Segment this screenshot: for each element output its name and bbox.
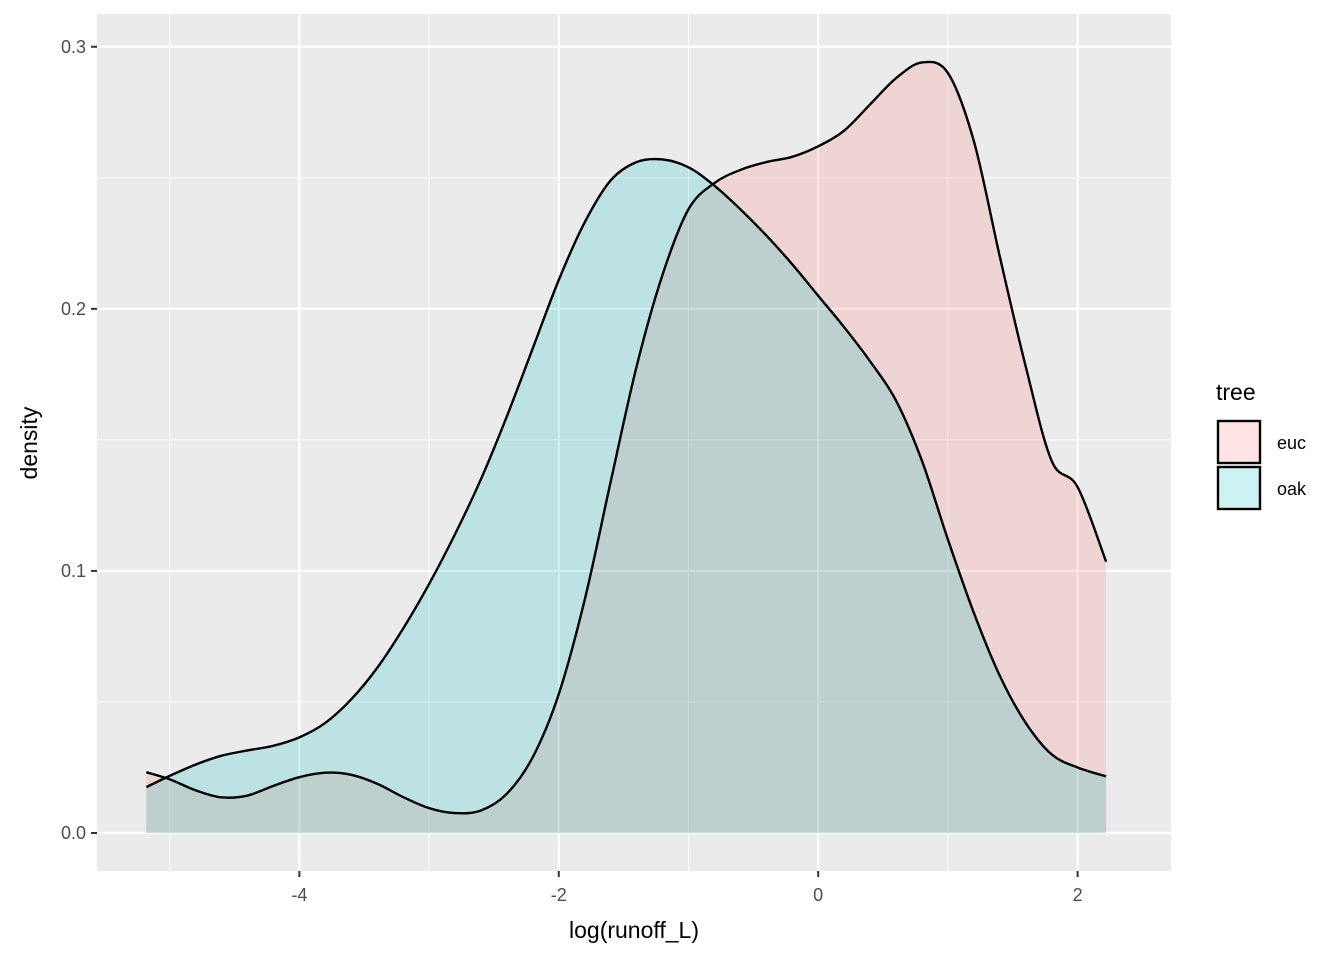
legend-label-euc: euc bbox=[1277, 433, 1306, 453]
y-axis-title: density bbox=[16, 406, 42, 479]
major-gridlines bbox=[97, 14, 1171, 871]
y-tick-label: 0.3 bbox=[61, 37, 86, 57]
density-line-euc bbox=[145, 60, 1108, 815]
y-tick-label: 0.0 bbox=[61, 823, 86, 843]
y-axis: 0.0 0.1 0.2 0.3 bbox=[61, 37, 97, 843]
x-tick-label: 2 bbox=[1073, 885, 1083, 905]
legend-title: tree bbox=[1216, 379, 1256, 405]
x-axis: -4 -2 0 2 bbox=[291, 871, 1083, 905]
plot-panel bbox=[97, 14, 1171, 871]
legend-key-bg bbox=[1217, 466, 1261, 510]
legend-label-oak: oak bbox=[1277, 479, 1307, 499]
y-tick-label: 0.2 bbox=[61, 299, 86, 319]
y-tick-label: 0.1 bbox=[61, 561, 86, 581]
x-tick-label: -2 bbox=[551, 885, 567, 905]
legend-key-euc bbox=[1216, 419, 1262, 465]
x-axis-title: log(runoff_L) bbox=[569, 917, 699, 943]
x-tick-label: 0 bbox=[813, 885, 823, 905]
legend-key-bg bbox=[1217, 420, 1261, 464]
minor-gridlines bbox=[97, 14, 1171, 871]
density-area-euc bbox=[146, 61, 1107, 833]
density-area-oak bbox=[146, 158, 1107, 833]
legend: tree euc oak bbox=[1216, 379, 1307, 511]
x-tick-label: -4 bbox=[291, 885, 307, 905]
density-line-oak bbox=[145, 157, 1107, 789]
density-areas bbox=[145, 60, 1108, 833]
legend-key-oak bbox=[1216, 465, 1262, 511]
